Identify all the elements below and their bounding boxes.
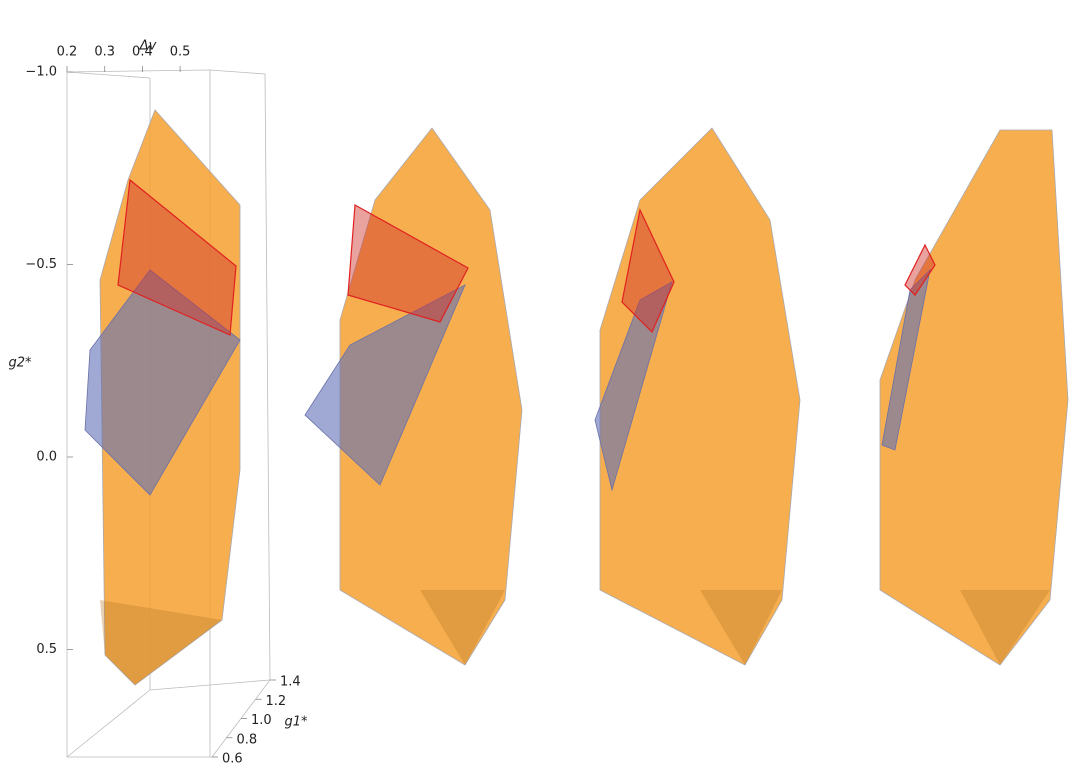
y-tick-label: 0.5 [36, 642, 57, 657]
z-tick-label: 1.0 [251, 713, 272, 728]
y-axis-label: g2* [8, 356, 32, 371]
surface-4 [879, 129, 1069, 666]
x-tick-label: 0.5 [170, 45, 191, 60]
z-tick-label: 0.8 [237, 732, 258, 747]
z-axis-label: g1* [284, 715, 308, 730]
y-tick-label: −0.5 [25, 257, 57, 272]
z-tick-label: 0.6 [222, 752, 243, 767]
x-axis-label: Δv [139, 39, 157, 54]
y-tick-label: 0.0 [36, 450, 57, 465]
x-tick-label: 0.3 [94, 45, 115, 60]
surface-2 [304, 127, 523, 666]
x-tick-label: 0.2 [57, 45, 78, 60]
z-tick-label: 1.2 [266, 694, 287, 709]
surface-3 [594, 127, 801, 666]
z-tick-label: 1.4 [280, 675, 301, 690]
x-tick-label: 0.4 [132, 45, 153, 60]
surface-1 [84, 109, 241, 686]
y-tick-label: −1.0 [25, 65, 57, 80]
